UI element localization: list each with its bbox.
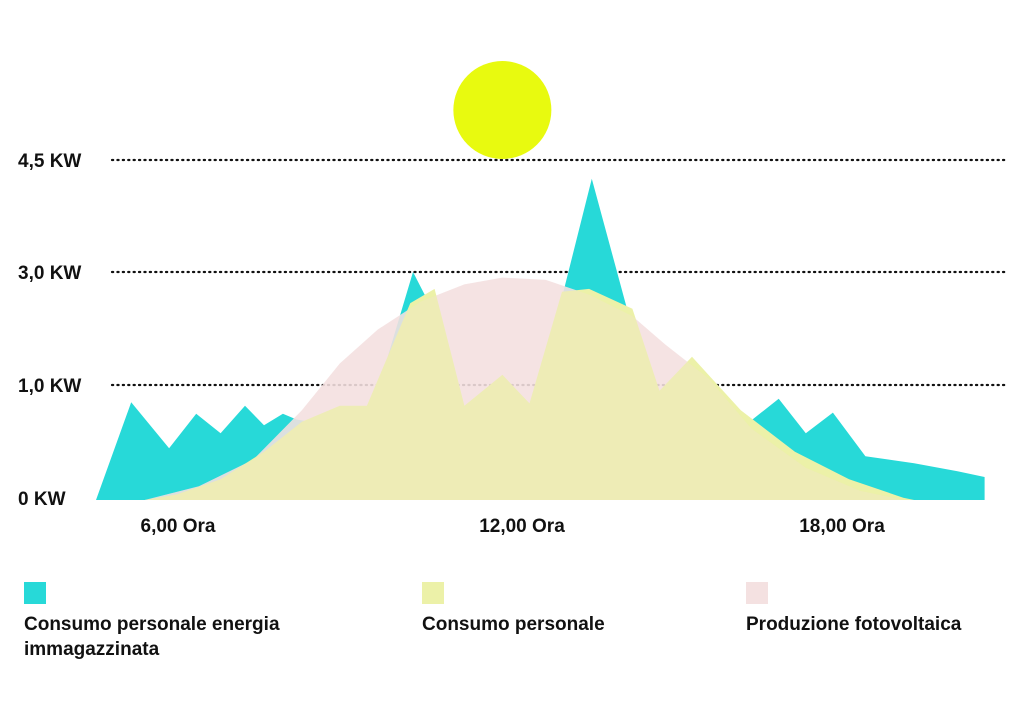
- area-storage: [96, 178, 985, 500]
- y-tick-label-2: 3,0 KW: [18, 263, 81, 284]
- y-tick-label-0: 0 KW: [18, 489, 66, 510]
- chart: 0 KW 1,0 KW 3,0 KW 4,5 KW 6,00 Ora 12,00 Ora 1…: [18, 61, 1010, 537]
- x-tick-label-0: 6,00 Ora: [141, 516, 216, 537]
- y-tick-label-1: 1,0 KW: [18, 376, 81, 397]
- area-pv-overlay: [144, 277, 904, 500]
- x-tick-label-2: 18,00 Ora: [799, 516, 885, 537]
- sun-icon: [453, 61, 552, 159]
- legend-item-storage: Consumo personale energia immagazzinata: [24, 582, 344, 662]
- legend-label-pv: Produzione fotovoltaica: [746, 614, 962, 635]
- legend-swatch-personal: [422, 582, 444, 604]
- legend-label-personal: Consumo personale: [422, 614, 605, 635]
- x-tick-label-1: 12,00 Ora: [479, 516, 565, 537]
- sun-layer: [453, 61, 552, 159]
- label-layer: 0 KW 1,0 KW 3,0 KW 4,5 KW 6,00 Ora 12,00 Ora 1…: [18, 151, 885, 537]
- y-tick-label-3: 4,5 KW: [18, 151, 81, 172]
- area-layer: [96, 178, 985, 500]
- legend-item-personal: Consumo personale: [422, 582, 722, 637]
- area-personal: [144, 288, 915, 500]
- legend-swatch-storage: [24, 582, 46, 604]
- legend-swatch-pv: [746, 582, 768, 604]
- legend-label-storage: Consumo personale energia immagazzinata: [24, 614, 280, 660]
- legend-item-pv: Produzione fotovoltaica: [746, 582, 1016, 637]
